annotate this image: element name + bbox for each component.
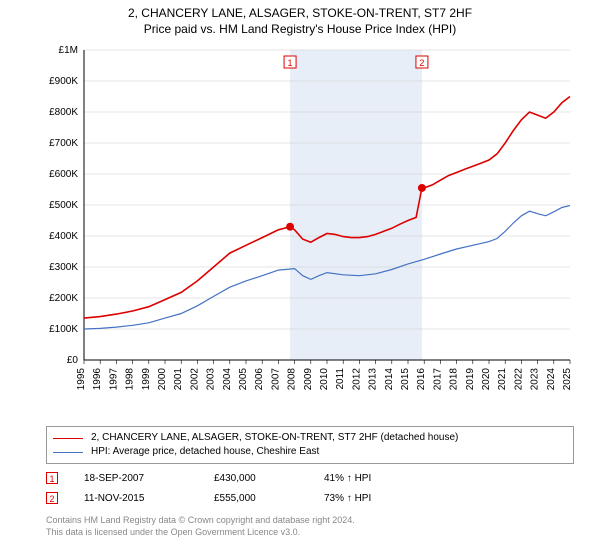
footer-note: Contains HM Land Registry data © Crown c… <box>46 514 574 538</box>
svg-text:£600K: £600K <box>49 169 78 180</box>
svg-text:2012: 2012 <box>351 368 362 391</box>
svg-text:2005: 2005 <box>238 368 249 391</box>
svg-text:2013: 2013 <box>368 368 379 391</box>
svg-text:1: 1 <box>288 58 293 68</box>
svg-text:2025: 2025 <box>562 368 573 391</box>
svg-text:£800K: £800K <box>49 107 78 118</box>
svg-text:2016: 2016 <box>416 368 427 391</box>
legend-swatch-0 <box>53 438 83 439</box>
svg-text:2006: 2006 <box>254 368 265 391</box>
sales-table: 1 18-SEP-2007 £430,000 41% ↑ HPI 2 11-NO… <box>46 468 574 508</box>
svg-text:2018: 2018 <box>449 368 460 391</box>
svg-text:2: 2 <box>419 58 424 68</box>
svg-text:£0: £0 <box>67 355 79 366</box>
svg-text:1998: 1998 <box>125 368 136 391</box>
sale-row-1: 2 11-NOV-2015 £555,000 73% ↑ HPI <box>46 488 574 508</box>
svg-text:2009: 2009 <box>303 368 314 391</box>
svg-text:2007: 2007 <box>270 368 281 391</box>
sale-date-0: 18-SEP-2007 <box>84 473 214 484</box>
legend-row-0: 2, CHANCERY LANE, ALSAGER, STOKE-ON-TREN… <box>53 431 567 445</box>
svg-text:1997: 1997 <box>108 368 119 391</box>
svg-text:2011: 2011 <box>335 368 346 390</box>
svg-text:£900K: £900K <box>49 76 78 87</box>
legend-swatch-1 <box>53 452 83 453</box>
svg-text:2023: 2023 <box>530 368 541 391</box>
sale-marker-0: 1 <box>46 472 58 484</box>
svg-text:£300K: £300K <box>49 262 78 273</box>
svg-text:2014: 2014 <box>384 368 395 391</box>
svg-text:2002: 2002 <box>189 368 200 391</box>
svg-text:2008: 2008 <box>287 368 298 391</box>
svg-text:£400K: £400K <box>49 231 78 242</box>
sale-date-1: 11-NOV-2015 <box>84 493 214 504</box>
svg-text:2017: 2017 <box>432 368 443 391</box>
title-line-2: Price paid vs. HM Land Registry's House … <box>0 22 600 36</box>
sale-hpi-1: 73% ↑ HPI <box>324 493 434 504</box>
chart-title-block: 2, CHANCERY LANE, ALSAGER, STOKE-ON-TREN… <box>0 0 600 36</box>
svg-text:2022: 2022 <box>513 368 524 391</box>
svg-text:£200K: £200K <box>49 293 78 304</box>
svg-text:1996: 1996 <box>92 368 103 391</box>
footer-line-1: Contains HM Land Registry data © Crown c… <box>46 514 574 526</box>
svg-text:2015: 2015 <box>400 368 411 391</box>
sale-price-1: £555,000 <box>214 493 324 504</box>
svg-text:£100K: £100K <box>49 324 78 335</box>
sale-hpi-0: 41% ↑ HPI <box>324 473 434 484</box>
svg-text:2024: 2024 <box>546 368 557 391</box>
chart-area: £0 £100K £200K £300K £400K £500K £600K £700K £80… <box>44 46 574 396</box>
svg-text:2019: 2019 <box>465 368 476 391</box>
svg-text:2020: 2020 <box>481 368 492 391</box>
svg-text:2010: 2010 <box>319 368 330 391</box>
svg-text:2021: 2021 <box>497 368 508 391</box>
legend-label-0: 2, CHANCERY LANE, ALSAGER, STOKE-ON-TREN… <box>91 431 458 445</box>
sale-row-0: 1 18-SEP-2007 £430,000 41% ↑ HPI <box>46 468 574 488</box>
svg-text:£700K: £700K <box>49 138 78 149</box>
svg-text:2001: 2001 <box>173 368 184 391</box>
legend-label-1: HPI: Average price, detached house, Ches… <box>91 445 319 459</box>
legend-box: 2, CHANCERY LANE, ALSAGER, STOKE-ON-TREN… <box>46 426 574 464</box>
svg-text:1995: 1995 <box>76 368 87 391</box>
svg-text:1999: 1999 <box>141 368 152 391</box>
svg-text:£500K: £500K <box>49 200 78 211</box>
sale-marker-1: 2 <box>46 492 58 504</box>
svg-text:£1M: £1M <box>59 46 78 56</box>
chart-svg: £0 £100K £200K £300K £400K £500K £600K £700K £80… <box>44 46 574 396</box>
svg-text:2003: 2003 <box>206 368 217 391</box>
legend-row-1: HPI: Average price, detached house, Ches… <box>53 445 567 459</box>
footer-line-2: This data is licensed under the Open Gov… <box>46 526 574 538</box>
title-line-1: 2, CHANCERY LANE, ALSAGER, STOKE-ON-TREN… <box>0 6 600 20</box>
sale-price-0: £430,000 <box>214 473 324 484</box>
svg-text:2004: 2004 <box>222 368 233 391</box>
svg-text:2000: 2000 <box>157 368 168 391</box>
